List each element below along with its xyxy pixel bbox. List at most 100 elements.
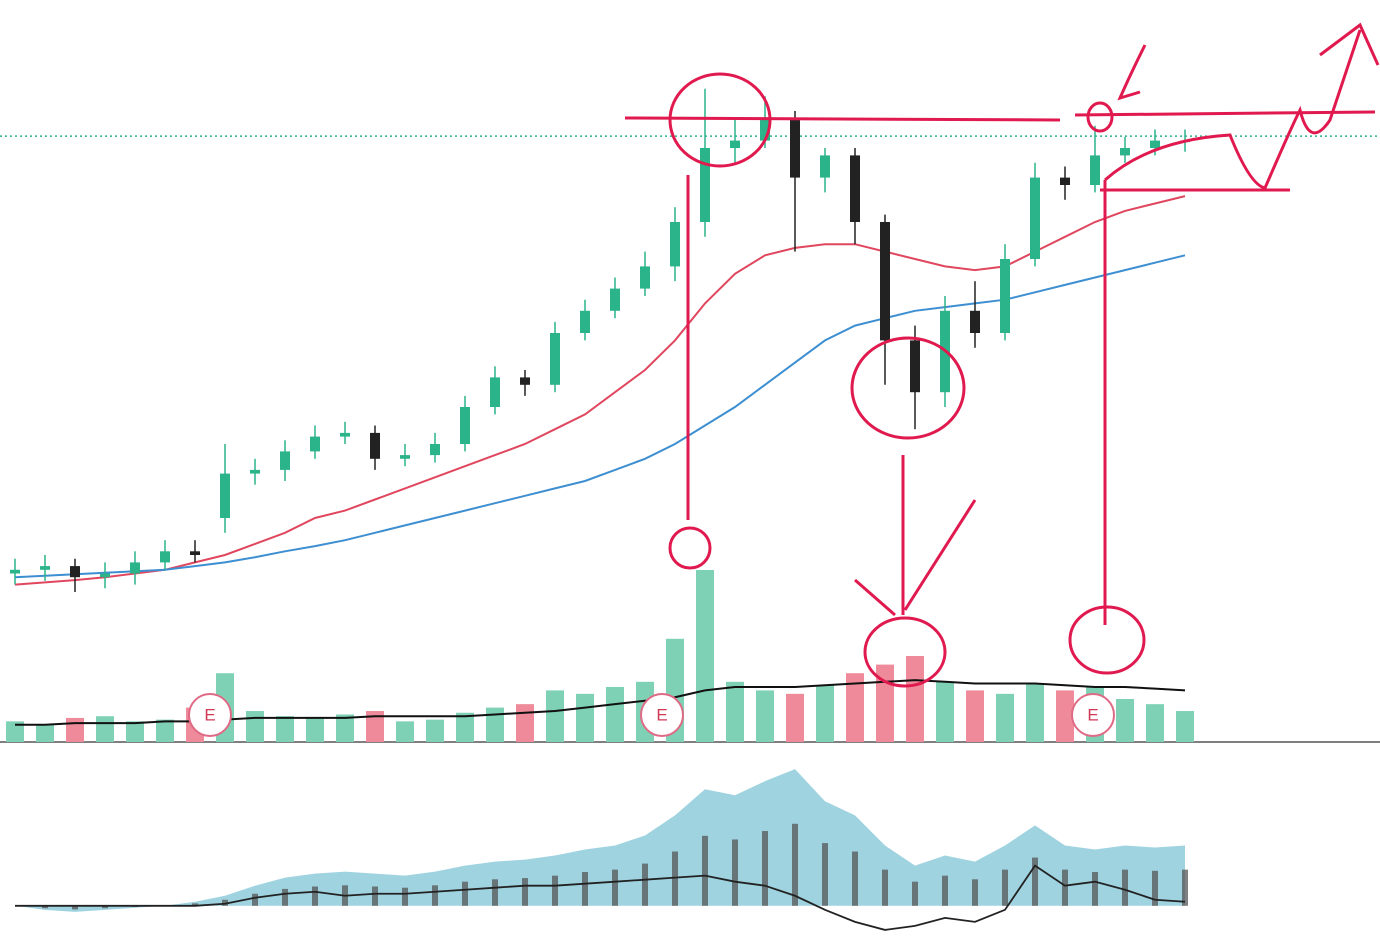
volume-bar [426,719,444,742]
indicator-bar [702,835,708,906]
indicator-bar [1092,872,1098,906]
candle-body [400,455,410,459]
candle-body [520,377,530,385]
candle-body [970,310,980,333]
volume-bar [726,681,744,742]
indicator-line [15,864,1186,931]
volume-bar [576,693,594,742]
annotation-path [1104,22,1380,190]
candle-body [610,288,620,311]
volume-bar [456,712,474,742]
volume-bar [996,693,1014,742]
candle-body [250,469,260,474]
annotation-arrow [1117,44,1147,101]
indicator-bar [822,843,828,906]
indicator-bar [102,905,108,909]
candle-body [580,310,590,333]
indicator-bar [792,823,798,906]
earnings-label: E [656,705,667,724]
volume-bar [936,681,954,742]
indicator-bar [492,879,498,906]
annotation-circle [863,616,947,688]
indicator-bar [282,888,288,906]
indicator-bar [882,869,888,906]
volume-bar [1146,704,1164,742]
earnings-label: E [204,705,215,724]
indicator-bar [42,905,48,909]
indicator-bar [672,851,678,906]
annotation-line [854,578,896,617]
candle-body [1150,140,1160,148]
candle-body [310,436,320,452]
volume-bar [696,570,714,742]
indicator-bar [552,875,558,906]
volume-bar [336,714,354,742]
candle-body [130,562,140,574]
indicator-bar [972,879,978,906]
volume-bar [546,690,564,742]
volume-bar [396,721,414,742]
earnings-marker [1071,693,1115,737]
candle-body [370,432,380,459]
candle-body [790,118,800,178]
indicator-bar [462,881,468,906]
indicator-bar [312,886,318,906]
candle-body [490,377,500,407]
indicator-bar [222,899,228,906]
volume-bar [156,719,174,742]
volume-bar [126,721,144,742]
annotation-line [1074,110,1376,117]
candle-body [670,222,680,267]
indicator-bar [252,893,258,906]
indicator-bar [522,878,528,906]
indicator-bar [732,839,738,906]
moving-average [14,195,1186,586]
candle-body [850,155,860,222]
candle-body [1000,259,1010,333]
moving-average [14,254,1186,579]
annotation-line [624,116,1061,122]
candle-body [10,569,20,574]
indicator-bar [912,881,918,906]
candle-body [340,432,350,437]
indicator-bar [1062,869,1068,906]
indicator-bar [432,885,438,906]
candle-body [1090,155,1100,185]
indicator-bar [1152,870,1158,906]
volume-bar [516,704,534,742]
indicator-bar [582,872,588,906]
candle-body [880,222,890,341]
volume-bar [966,690,984,742]
annotation-circle [850,336,966,440]
earnings-marker [640,693,684,737]
candle-body [460,407,470,444]
candle-body [640,266,650,289]
indicator-bar [72,905,78,910]
candle-body [100,573,110,578]
volume-bar [96,716,114,742]
volume-bar [816,685,834,742]
annotation-line [903,499,977,611]
indicator-bar [612,869,618,906]
volume-bar [1056,690,1074,742]
indicator-bar [402,887,408,906]
volume-bar [306,717,324,742]
volume-bar [1176,711,1194,742]
indicator-bar [642,863,648,906]
candle-body [1030,177,1040,259]
candle-body [70,566,80,578]
volume-bar [486,707,504,742]
indicator-bar [372,886,378,906]
volume-bar [606,686,624,742]
earnings-label: E [1087,705,1098,724]
indicator-area [15,769,1185,912]
candle-body [220,473,230,518]
volume-bar [846,673,864,742]
volume-bar [366,711,384,742]
indicator-bar [852,851,858,906]
candle-body [1060,177,1070,185]
earnings-marker [188,693,232,737]
volume-bar [66,717,84,742]
volume-bar [276,716,294,742]
annotation-circle [1068,605,1146,675]
